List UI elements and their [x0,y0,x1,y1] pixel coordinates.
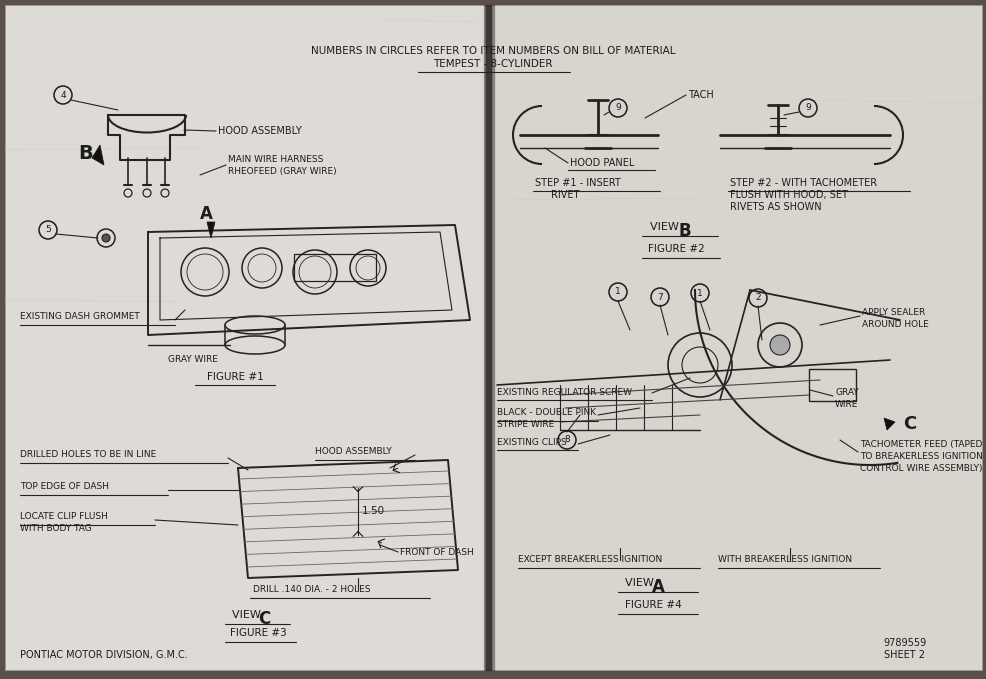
Text: FIGURE #3: FIGURE #3 [230,628,287,638]
Text: WITH BREAKERLESS IGNITION: WITH BREAKERLESS IGNITION [717,555,851,564]
Text: TEMPEST - 8-CYLINDER: TEMPEST - 8-CYLINDER [433,59,552,69]
Text: HOOD ASSEMBLY: HOOD ASSEMBLY [315,447,391,456]
Text: 1: 1 [614,287,620,297]
Text: AROUND HOLE: AROUND HOLE [861,320,928,329]
Text: GRAY WIRE: GRAY WIRE [168,355,218,364]
Text: C: C [902,415,915,433]
Text: 1.50: 1.50 [362,506,385,516]
Text: FRONT OF DASH: FRONT OF DASH [399,548,473,557]
Text: RHEOFEED (GRAY WIRE): RHEOFEED (GRAY WIRE) [228,167,336,176]
Text: SHEET 2: SHEET 2 [883,650,925,660]
Text: WITH BODY TAG: WITH BODY TAG [20,524,92,533]
Polygon shape [92,145,104,165]
Text: STEP #1 - INSERT: STEP #1 - INSERT [534,178,620,188]
Text: APPLY SEALER: APPLY SEALER [861,308,924,317]
Text: FIGURE #2: FIGURE #2 [648,244,704,254]
Text: GRAY: GRAY [834,388,858,397]
Text: EXISTING CLIPS: EXISTING CLIPS [497,438,566,447]
Polygon shape [207,222,215,238]
Text: EXCEPT BREAKERLESS IGNITION: EXCEPT BREAKERLESS IGNITION [518,555,662,564]
Text: TACHOMETER FEED (TAPED: TACHOMETER FEED (TAPED [859,440,981,449]
Text: FIGURE #4: FIGURE #4 [624,600,681,610]
Text: VIEW: VIEW [650,222,681,232]
Text: STRIPE WIRE: STRIPE WIRE [497,420,554,429]
Text: FIGURE #1: FIGURE #1 [206,372,263,382]
Text: DRILLED HOLES TO BE IN LINE: DRILLED HOLES TO BE IN LINE [20,450,156,459]
Text: RIVET: RIVET [550,190,579,200]
Text: TACH: TACH [687,90,713,100]
Text: C: C [257,610,270,628]
Text: 4: 4 [60,90,66,100]
Text: 5: 5 [45,225,51,234]
Text: 9789559: 9789559 [882,638,926,648]
Text: FLUSH WITH HOOD, SET: FLUSH WITH HOOD, SET [730,190,847,200]
Text: EXISTING REGULATOR SCREW: EXISTING REGULATOR SCREW [497,388,631,397]
Text: MAIN WIRE HARNESS: MAIN WIRE HARNESS [228,155,323,164]
Text: 2: 2 [754,293,760,303]
Text: 1: 1 [696,289,702,297]
Text: HOOD PANEL: HOOD PANEL [570,158,634,168]
Text: PONTIAC MOTOR DIVISION, G.M.C.: PONTIAC MOTOR DIVISION, G.M.C. [20,650,187,660]
Polygon shape [883,418,894,430]
FancyBboxPatch shape [491,5,981,670]
Text: VIEW: VIEW [232,610,264,620]
Text: 9: 9 [805,103,810,113]
Circle shape [769,335,789,355]
Text: TOP EDGE OF DASH: TOP EDGE OF DASH [20,482,108,491]
Circle shape [102,234,109,242]
Text: 8: 8 [564,435,569,445]
Text: A: A [652,578,665,596]
Text: EXISTING DASH GROMMET: EXISTING DASH GROMMET [20,312,140,321]
Text: B: B [78,144,93,163]
Text: LOCATE CLIP FLUSH: LOCATE CLIP FLUSH [20,512,107,521]
Text: A: A [200,205,213,223]
Text: HOOD ASSEMBLY: HOOD ASSEMBLY [218,126,302,136]
Text: VIEW: VIEW [624,578,657,588]
Text: DRILL .140 DIA. - 2 HOLES: DRILL .140 DIA. - 2 HOLES [252,585,370,594]
Text: 7: 7 [657,293,663,301]
Text: BLACK - DOUBLE PINK: BLACK - DOUBLE PINK [497,408,596,417]
Text: B: B [677,222,690,240]
FancyBboxPatch shape [5,5,484,670]
Text: NUMBERS IN CIRCLES REFER TO ITEM NUMBERS ON BILL OF MATERIAL: NUMBERS IN CIRCLES REFER TO ITEM NUMBERS… [311,46,674,56]
Text: RIVETS AS SHOWN: RIVETS AS SHOWN [730,202,820,212]
Text: TO BREAKERLESS IGNITION: TO BREAKERLESS IGNITION [859,452,982,461]
Text: CONTROL WIRE ASSEMBLY): CONTROL WIRE ASSEMBLY) [859,464,981,473]
Text: 9: 9 [614,103,620,113]
Text: WIRE: WIRE [834,400,858,409]
Text: STEP #2 - WITH TACHOMETER: STEP #2 - WITH TACHOMETER [730,178,877,188]
